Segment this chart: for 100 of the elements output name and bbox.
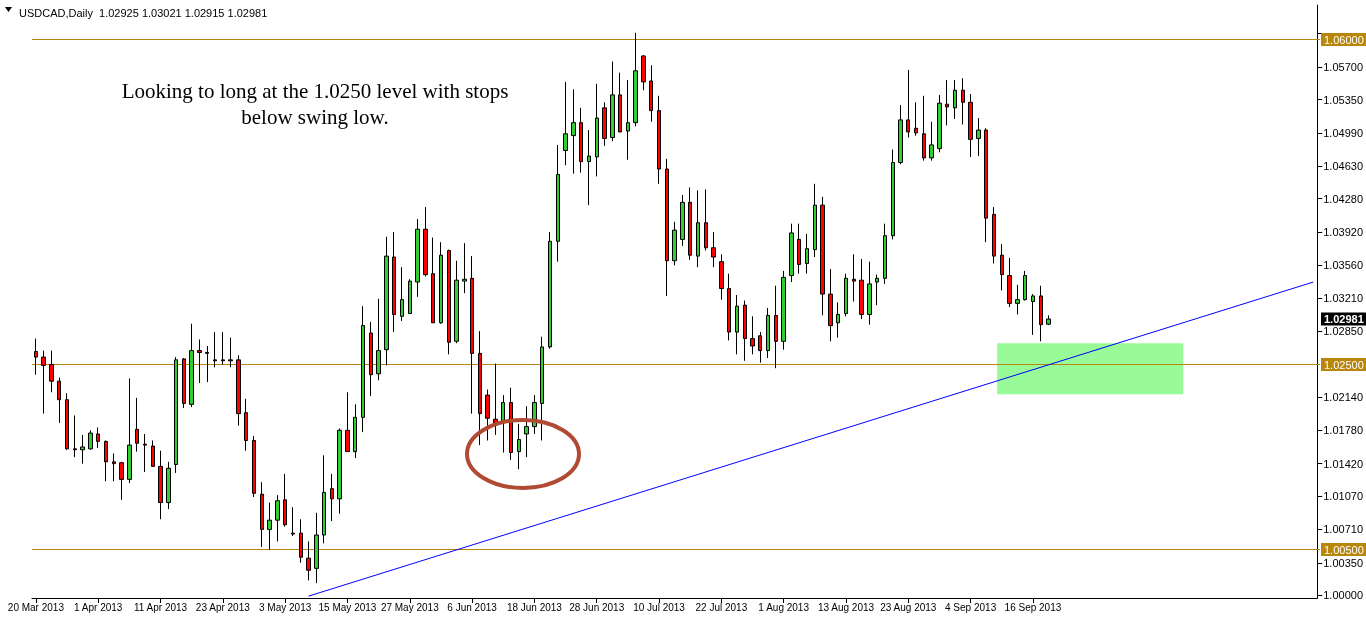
candlestick (57, 376, 61, 424)
candlestick (447, 249, 451, 355)
candlestick (618, 72, 622, 133)
candlestick (88, 429, 93, 451)
candlestick (649, 64, 653, 123)
candlestick (789, 223, 794, 283)
ref-line-label: 1.00500 (1324, 543, 1364, 556)
x-tick-label: 13 Aug 2013 (817, 601, 875, 613)
x-tick-label: 1 Apr 2013 (74, 601, 123, 613)
candlestick (937, 94, 942, 153)
x-tick-label: 4 Sep 2013 (945, 601, 997, 613)
chart-title: USDCAD,Daily 1.02925 1.03021 1.02915 1.02981 (19, 6, 268, 19)
y-tick-label: 1.03920 (1323, 226, 1363, 239)
x-tick-label: 16 Sep 2013 (1004, 601, 1062, 613)
candlestick (493, 363, 498, 436)
candlestick (244, 398, 248, 452)
candlestick (119, 461, 124, 501)
candlestick (228, 337, 233, 368)
candlestick (867, 261, 872, 326)
candlestick (213, 331, 217, 368)
x-tick-label: 23 Apr 2013 (195, 601, 251, 613)
candlestick (820, 196, 825, 316)
candlestick (41, 350, 46, 415)
candlestick (182, 357, 186, 409)
candlestick (563, 81, 568, 166)
ref-line-label: 1.02500 (1324, 358, 1364, 371)
candlestick (984, 127, 988, 243)
candlestick (104, 439, 108, 482)
candlestick (275, 494, 280, 542)
candlestick (844, 273, 848, 317)
ref-line-label: 1.06000 (1324, 33, 1364, 46)
candlestick (314, 512, 319, 584)
candlestick (306, 540, 311, 581)
y-tick-label: 1.05700 (1323, 61, 1363, 74)
candlestick (571, 88, 576, 175)
candlestick (260, 481, 264, 548)
candlestick (174, 356, 178, 474)
candlestick (774, 285, 778, 369)
candlestick (906, 69, 910, 138)
candlestick (267, 502, 272, 551)
candlestick (143, 433, 147, 473)
candlestick (415, 218, 420, 298)
candlestick (34, 338, 38, 376)
candlestick (688, 187, 692, 261)
candlestick (633, 32, 638, 127)
candlestick (1015, 284, 1020, 315)
candlestick (836, 301, 840, 339)
y-tick-label: 1.01070 (1323, 490, 1363, 503)
candlestick (976, 117, 981, 157)
candlestick (579, 107, 583, 174)
text: 1.02981 (1324, 313, 1364, 325)
candlestick (883, 223, 887, 285)
candlestick (96, 427, 100, 449)
candlestick (283, 473, 287, 528)
candlestick (509, 387, 513, 461)
candlestick (439, 241, 443, 325)
candlestick (556, 144, 560, 263)
candlestick (337, 427, 342, 515)
candlestick (805, 233, 809, 275)
candlestick (1000, 243, 1004, 291)
x-tick-label: 1 Aug 2013 (758, 601, 810, 613)
candlestick (376, 298, 381, 381)
x-tick-label: 15 May 2013 (318, 601, 377, 613)
candlestick (478, 330, 482, 446)
candlestick (400, 266, 404, 322)
candlestick (680, 194, 685, 247)
candlestick (353, 403, 357, 459)
y-tick-label: 1.01780 (1323, 424, 1363, 437)
x-tick-label: 27 May 2013 (380, 601, 440, 613)
candlestick (252, 435, 256, 498)
candlestick (953, 79, 957, 120)
candlestick (587, 129, 591, 206)
candlestick (859, 258, 864, 320)
candlestick (221, 331, 225, 366)
candlestick (423, 206, 428, 277)
candlestick (735, 294, 739, 355)
y-tick-label: 1.02850 (1323, 325, 1363, 338)
candlestick (672, 221, 677, 266)
candlestick (197, 338, 202, 384)
y-tick-label: 1.05350 (1323, 93, 1363, 106)
x-tick-label: 22 Jul 2013 (695, 601, 748, 613)
candlestick (299, 518, 303, 564)
x-tick-label: 6 Jun 2013 (447, 601, 498, 613)
candlestick (704, 188, 708, 252)
y-tick-label: 1.01420 (1323, 457, 1363, 470)
x-tick-label: 10 Jul 2013 (633, 601, 686, 613)
candlestick (517, 423, 521, 470)
candlestick (852, 253, 856, 302)
y-tick-label: 1.02140 (1323, 390, 1363, 403)
candlestick (524, 405, 529, 458)
candlestick (408, 278, 412, 315)
x-tick-label: 20 Mar 2013 (7, 601, 65, 613)
candlestick (369, 321, 373, 397)
candlestick (189, 323, 194, 408)
candlestick (384, 236, 389, 366)
candlestick (462, 242, 467, 294)
y-tick-label: 1.00000 (1323, 589, 1363, 602)
candlestick (73, 414, 77, 458)
candlestick (1046, 314, 1051, 326)
x-tick-label: 28 Jun 2013 (569, 601, 625, 613)
